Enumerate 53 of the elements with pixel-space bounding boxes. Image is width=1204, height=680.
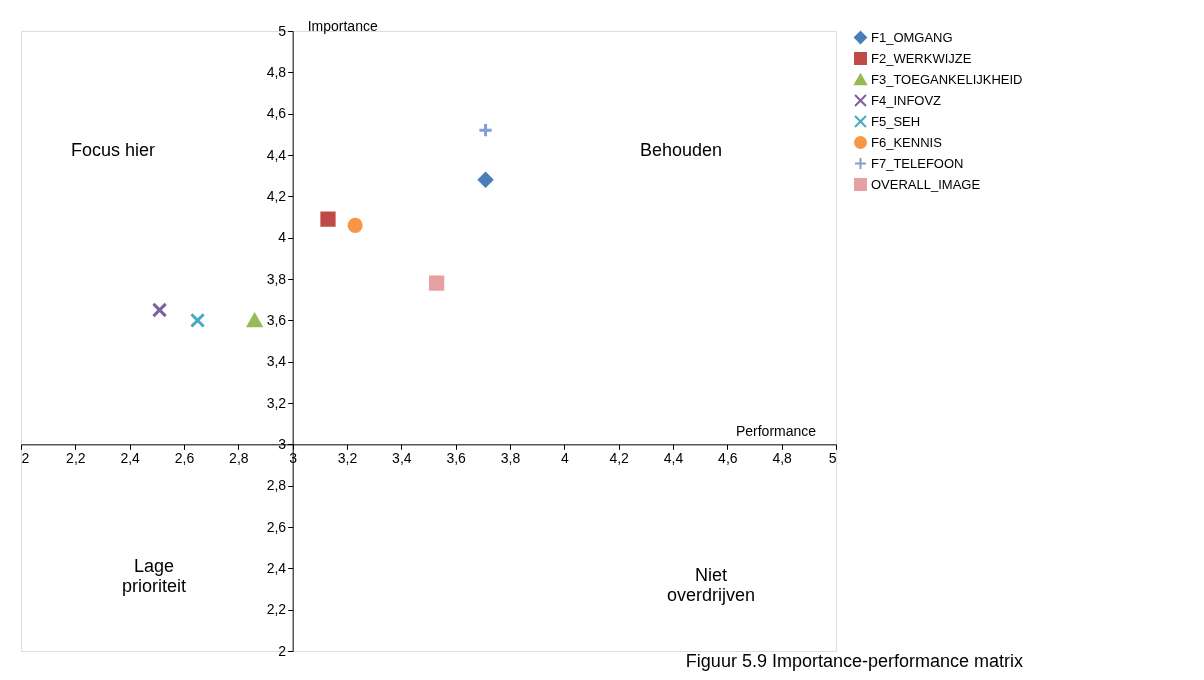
x-tick-label: 4,4 — [663, 449, 684, 466]
x-tick-label: 2 — [21, 449, 30, 466]
y-tick-label: 4,2 — [266, 187, 287, 204]
annotation: Lage prioriteit — [121, 556, 187, 596]
legend-label: F5_SEH — [871, 113, 921, 129]
legend-label: F4_INFOVZ — [871, 92, 942, 108]
annotation: Behouden — [639, 140, 723, 160]
x-tick-label: 2,4 — [120, 449, 141, 466]
y-tick-label: 2,4 — [266, 559, 287, 576]
annotation: Niet overdrijven — [666, 565, 756, 605]
point — [247, 313, 263, 328]
y-tick-label: 3,2 — [266, 394, 287, 411]
y-tick-label: 5 — [278, 22, 287, 39]
point — [477, 172, 494, 188]
y-tick-label: 3,4 — [266, 353, 287, 370]
y-tick-label: 2,6 — [266, 518, 287, 535]
text: Figuur 5.9 Importance-performance matrix — [685, 651, 1023, 671]
annotation: Focus hier — [70, 140, 156, 160]
point — [347, 217, 363, 233]
legend-label: OVERALL_IMAGE — [871, 176, 981, 192]
y-tick-label: 3,8 — [266, 270, 287, 287]
legend-label: F7_TELEFOON — [871, 155, 964, 171]
y-tick-label: 2,2 — [266, 601, 287, 618]
x-tick-label: 3,8 — [500, 449, 521, 466]
x-tick-label: 4,8 — [772, 449, 793, 466]
legend-label: F6_KENNIS — [871, 134, 943, 150]
y-tick-label: 3,6 — [266, 311, 287, 328]
x-tick-label: 5 — [828, 449, 837, 466]
point — [429, 275, 445, 291]
y-tick-label: 4,8 — [266, 63, 287, 80]
legend-label: F3_TOEGANKELIJKHEID — [871, 71, 1023, 87]
legend-label: F1_OMGANG — [871, 29, 953, 45]
x-tick-label: 2,2 — [66, 449, 86, 466]
x-axis-title: Performance — [735, 423, 817, 440]
y-tick-label: 4,4 — [266, 146, 287, 163]
x-tick-label: 3,2 — [337, 449, 358, 466]
x-tick-label: 3,6 — [446, 449, 467, 466]
x-tick-label: 2,8 — [229, 449, 249, 466]
x-tick-label: 4 — [560, 449, 569, 466]
point — [189, 312, 206, 328]
y-tick-label: 4,6 — [266, 105, 287, 122]
point — [320, 211, 336, 227]
y-tick-label: 2 — [278, 642, 287, 659]
point — [151, 302, 168, 318]
x-tick-label: 4,2 — [609, 449, 630, 466]
y-axis-title: Importance — [307, 18, 378, 34]
y-tick-label: 2,8 — [266, 477, 287, 494]
x-tick-label: 3,4 — [392, 449, 412, 466]
point — [477, 122, 494, 138]
legend-label: F2_WERKWIJZE — [871, 50, 972, 66]
y-tick-label: 4 — [278, 229, 287, 246]
x-tick-label: 4,6 — [718, 449, 738, 466]
x-tick-label: 2,6 — [174, 449, 195, 466]
